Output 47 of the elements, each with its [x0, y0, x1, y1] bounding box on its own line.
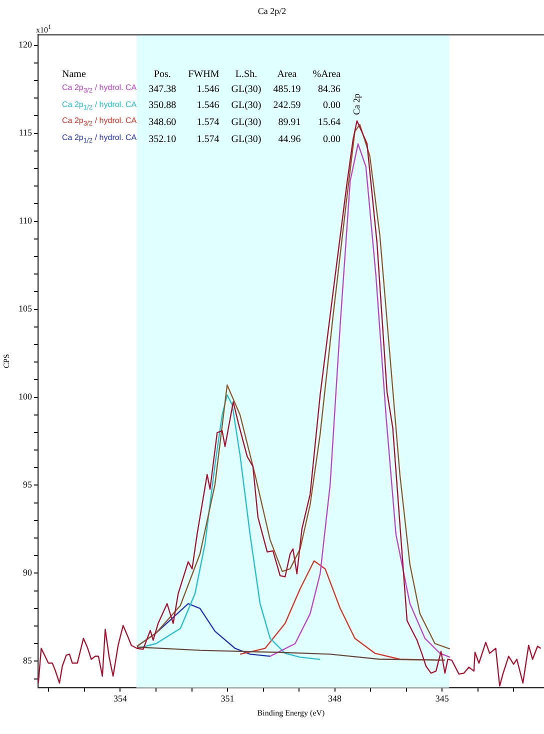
annotation: GL(30)	[230, 116, 262, 130]
x-tick-label: 345	[435, 693, 450, 704]
annotation: Ca 2p	[351, 93, 362, 115]
x-tick-label: 354	[113, 693, 128, 704]
annotation: 485.19	[272, 82, 302, 97]
x-tick-label: 348	[328, 693, 342, 704]
text: Ca 2p$_{3/2}$ / hydrol. CA	[61, 115, 138, 130]
text: x10$^{1}$	[36, 24, 52, 35]
annotation: 1.574	[196, 132, 220, 147]
chart-title: Ca 2p/2	[258, 6, 286, 16]
annotation: FWHM	[187, 68, 220, 81]
y-tick-label: 120	[18, 40, 32, 50]
annotation: GL(30)	[230, 82, 262, 97]
annotation: 347.38	[148, 82, 178, 97]
annotation: GL(30)	[230, 99, 262, 114]
y-tick-label: 115	[18, 128, 32, 138]
y-tick-label: 95	[23, 480, 32, 490]
annotation: 0.00	[322, 132, 342, 147]
annotation: 0.00	[322, 99, 342, 114]
y-axis-title: CPS	[2, 354, 11, 368]
annotation: 242.59	[272, 99, 302, 114]
annotation: 1.546	[196, 99, 220, 114]
annotation: Name	[61, 68, 87, 81]
text: Ca 2p$_{3/2}$ / hydrol. CA	[61, 82, 138, 97]
y-tick-label: 110	[18, 216, 32, 226]
annotation: 84.36	[317, 82, 342, 97]
annotation: 352.10	[148, 132, 178, 147]
annotation: L.Sh.	[234, 68, 258, 81]
text: Ca 2p$_{1/2}$ / hydrol. CA	[61, 98, 138, 114]
annotation: 350.88	[148, 99, 178, 114]
x-axis-title: Binding Energy (eV)	[257, 708, 326, 718]
annotation: 1.546	[196, 82, 220, 97]
annotation: 1.574	[196, 116, 220, 130]
annotation: %Area	[312, 68, 342, 81]
text: Ca 2p$_{1/2}$ / hydrol. CA	[61, 132, 138, 146]
y-tick-label: 100	[18, 392, 32, 402]
x-tick-label: 351	[220, 693, 234, 704]
y-tick-label: 90	[23, 568, 32, 578]
annotation: 348.60	[148, 116, 178, 130]
y-tick-label: 85	[23, 656, 32, 666]
annotation: Pos.	[152, 68, 172, 81]
annotation: 44.96	[277, 132, 302, 147]
annotation: Area	[276, 68, 298, 81]
annotation: 89.91	[277, 116, 302, 130]
annotation: GL(30)	[230, 132, 262, 147]
y-tick-label: 105	[18, 304, 32, 314]
annotation: 15.64	[317, 116, 342, 130]
